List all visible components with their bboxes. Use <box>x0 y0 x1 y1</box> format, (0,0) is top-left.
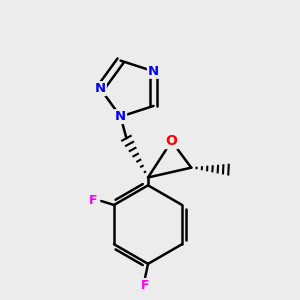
Text: N: N <box>94 82 106 95</box>
Text: F: F <box>89 194 98 207</box>
Text: N: N <box>115 110 126 123</box>
Text: F: F <box>141 279 149 292</box>
Text: N: N <box>148 65 159 78</box>
Text: O: O <box>166 134 178 148</box>
